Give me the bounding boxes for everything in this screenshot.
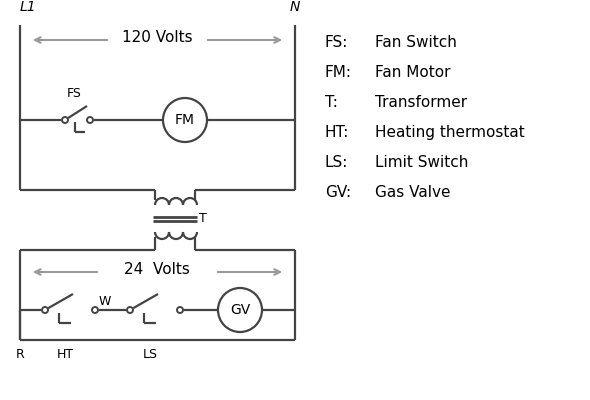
- Text: Gas Valve: Gas Valve: [375, 185, 451, 200]
- Text: GV:: GV:: [325, 185, 351, 200]
- Text: R: R: [15, 348, 24, 361]
- Text: FS: FS: [67, 87, 82, 100]
- Text: 120 Volts: 120 Volts: [122, 30, 192, 46]
- Text: 24  Volts: 24 Volts: [124, 262, 190, 278]
- Text: Fan Switch: Fan Switch: [375, 35, 457, 50]
- Circle shape: [92, 307, 98, 313]
- Text: FS:: FS:: [325, 35, 348, 50]
- Text: HT: HT: [57, 348, 74, 361]
- Circle shape: [62, 117, 68, 123]
- Text: LS:: LS:: [325, 155, 348, 170]
- Text: T: T: [199, 212, 206, 226]
- Text: Fan Motor: Fan Motor: [375, 65, 451, 80]
- Circle shape: [127, 307, 133, 313]
- Text: Transformer: Transformer: [375, 95, 467, 110]
- Text: W: W: [99, 295, 112, 308]
- Text: FM: FM: [175, 113, 195, 127]
- Text: HT:: HT:: [325, 125, 349, 140]
- Circle shape: [177, 307, 183, 313]
- Text: LS: LS: [143, 348, 158, 361]
- Text: GV: GV: [230, 303, 250, 317]
- Circle shape: [42, 307, 48, 313]
- Text: L1: L1: [20, 0, 37, 14]
- Text: FM:: FM:: [325, 65, 352, 80]
- Text: Heating thermostat: Heating thermostat: [375, 125, 525, 140]
- Text: Limit Switch: Limit Switch: [375, 155, 468, 170]
- Circle shape: [87, 117, 93, 123]
- Text: N: N: [290, 0, 300, 14]
- Text: T:: T:: [325, 95, 338, 110]
